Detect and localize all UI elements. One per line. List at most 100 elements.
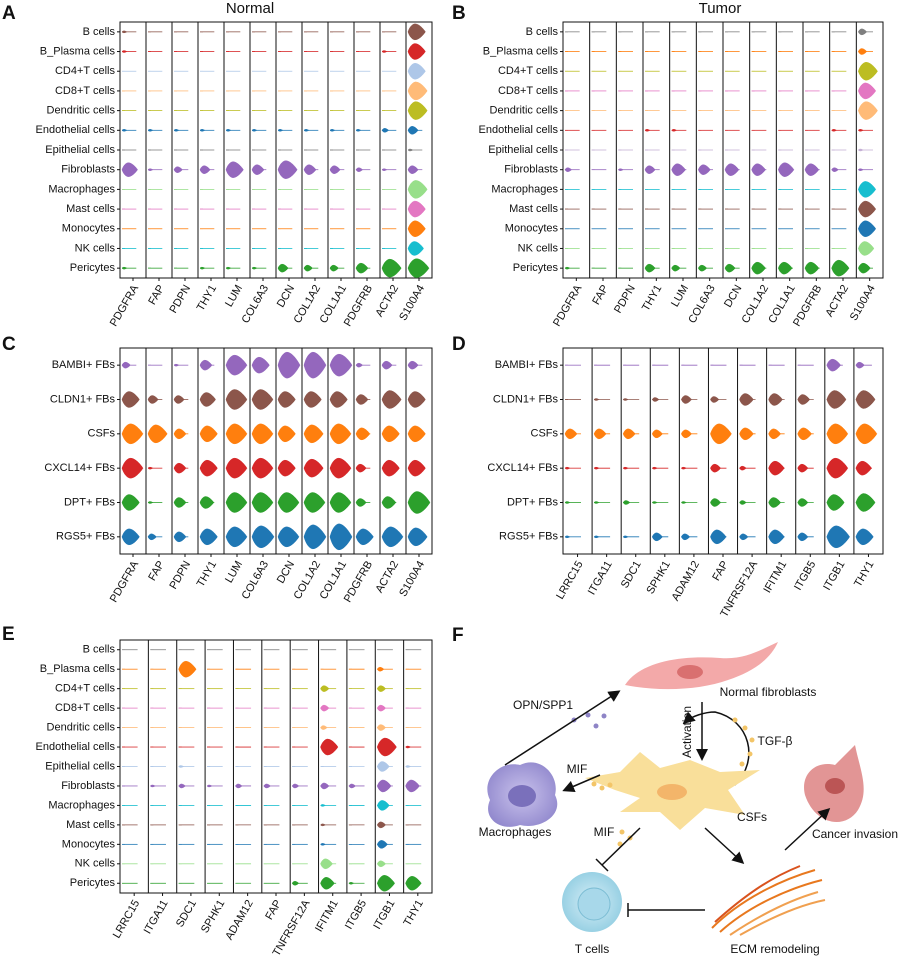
violin [644, 129, 651, 132]
row-label: CD8+T cells [498, 85, 559, 97]
violin [739, 465, 747, 471]
violin [147, 466, 154, 470]
column-label: ACTA2 [373, 283, 401, 319]
violin [593, 398, 600, 401]
row-label: CD8+T cells [55, 85, 116, 97]
violin [251, 266, 258, 270]
column-label: PDPN [167, 559, 193, 592]
violin [651, 466, 658, 470]
row-label: Monocytes [505, 223, 559, 235]
violin [407, 491, 431, 514]
violin [199, 392, 216, 407]
violin [121, 528, 140, 546]
row-label: Macrophages [48, 799, 115, 811]
violin [751, 163, 766, 176]
nucleus [508, 785, 536, 807]
violin [303, 264, 313, 272]
row-label: Macrophages [48, 183, 115, 195]
violin [797, 427, 812, 441]
violin [593, 501, 600, 504]
violin [178, 660, 197, 678]
violin [618, 168, 624, 171]
plot-frame [562, 347, 884, 555]
violin [710, 423, 732, 445]
violin [381, 459, 400, 477]
column-label: THY1 [195, 283, 219, 313]
violin [858, 129, 864, 132]
row-label: B_Plasma cells [40, 663, 116, 675]
violin [407, 23, 426, 41]
row-label: BAMBI+ FBs [52, 359, 116, 371]
violin [291, 783, 300, 789]
column-label: ADAM12 [670, 559, 702, 603]
violin [564, 466, 571, 470]
violin [173, 428, 187, 440]
violin [381, 425, 400, 443]
column-label: THY1 [640, 283, 664, 313]
violin [381, 360, 393, 370]
column-label: DCN [275, 283, 297, 310]
violin [121, 361, 131, 369]
violin [405, 745, 411, 749]
row-label: B_Plasma cells [40, 45, 116, 57]
violin [355, 498, 367, 507]
violin [150, 784, 156, 788]
column-label: LUM [669, 283, 691, 309]
column-label: ITGB5 [343, 898, 369, 932]
violin [225, 457, 248, 479]
violin [826, 525, 850, 549]
row-label: BAMBI+ FBs [495, 359, 559, 371]
violin [622, 398, 629, 401]
panel-label: F [452, 625, 464, 646]
violin [320, 704, 330, 712]
violin [121, 266, 128, 270]
violin [173, 462, 187, 474]
violin [739, 393, 754, 406]
violin [858, 181, 877, 198]
violin [831, 129, 837, 132]
row-label: DPT+ FBs [64, 496, 116, 508]
violin [564, 167, 572, 172]
column-label: PDGFRA [108, 282, 142, 328]
violin [329, 423, 352, 445]
violin [199, 165, 211, 174]
violin [199, 528, 218, 546]
violin [147, 129, 154, 132]
fibroblast-cell [625, 642, 778, 690]
violin [251, 492, 274, 513]
violin [121, 50, 128, 53]
violin [225, 266, 232, 270]
column-label: LUM [223, 283, 245, 309]
row-label: Endothelial cells [479, 124, 559, 136]
column-label: S100A4 [397, 559, 427, 599]
violin [826, 457, 849, 479]
violin [199, 266, 206, 270]
violin [355, 167, 363, 172]
violin [173, 129, 180, 132]
violin [376, 666, 385, 672]
violin [320, 725, 328, 730]
violin [710, 463, 721, 473]
violin [710, 498, 721, 507]
column-label: PDPN [167, 283, 193, 316]
violin [329, 264, 339, 272]
dots [591, 781, 613, 791]
violin [355, 528, 374, 546]
violin [622, 466, 629, 470]
violin [329, 165, 341, 174]
violin-panel: A Normal B cells B_Plasma cells CD4+T cells C… [2, 0, 433, 329]
panel-title: Tumor [699, 0, 742, 17]
row-label: CD8+T cells [55, 702, 116, 714]
row-label: CD4+T cells [498, 65, 559, 77]
violin [121, 494, 140, 511]
violin [593, 428, 607, 440]
column-label: ITGB1 [371, 898, 397, 932]
inhibit-bar [595, 858, 609, 872]
violin [407, 220, 426, 238]
column-label: ITGA11 [142, 898, 171, 936]
violin [355, 463, 367, 473]
violin [652, 429, 663, 439]
violin [826, 358, 841, 372]
dots [732, 717, 755, 767]
violin [855, 390, 876, 409]
